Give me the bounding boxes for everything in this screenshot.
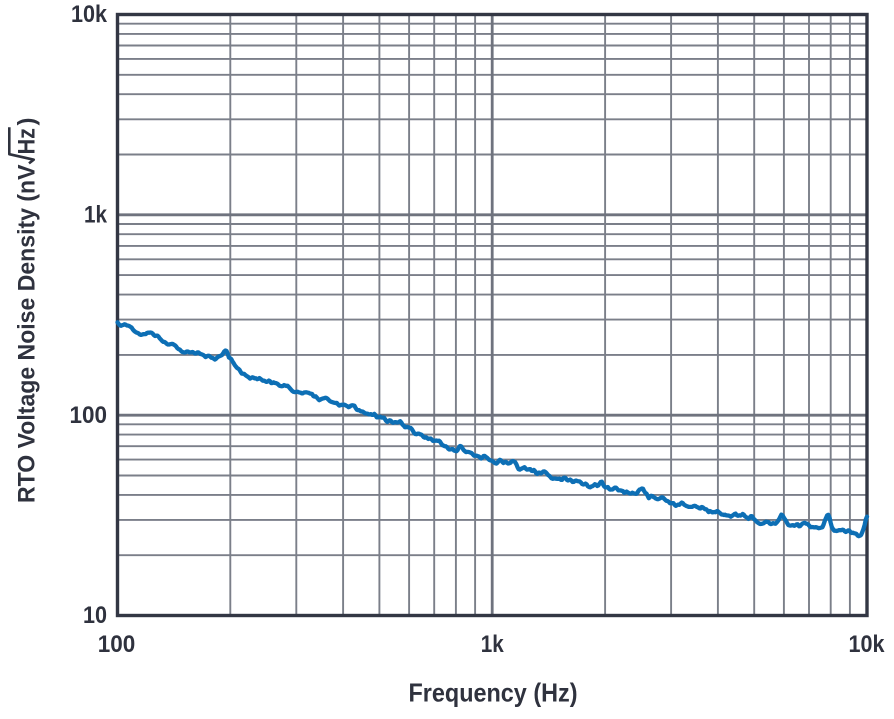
svg-text:100: 100	[98, 631, 136, 658]
svg-text:Frequency (Hz): Frequency (Hz)	[409, 678, 578, 708]
svg-text:1k: 1k	[481, 631, 505, 658]
svg-text:10k: 10k	[71, 1, 108, 28]
svg-text:10k: 10k	[849, 631, 886, 658]
svg-text:RTO Voltage Noise Density (nV: RTO Voltage Noise Density (nV	[14, 165, 41, 504]
svg-text:Hz: Hz	[14, 128, 41, 155]
svg-text:): )	[14, 118, 41, 126]
svg-text:100: 100	[70, 402, 108, 429]
svg-text:10: 10	[83, 602, 107, 629]
svg-text:1k: 1k	[84, 201, 108, 228]
